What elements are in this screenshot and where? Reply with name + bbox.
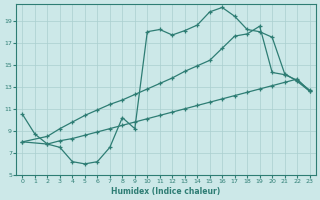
X-axis label: Humidex (Indice chaleur): Humidex (Indice chaleur) <box>111 187 221 196</box>
